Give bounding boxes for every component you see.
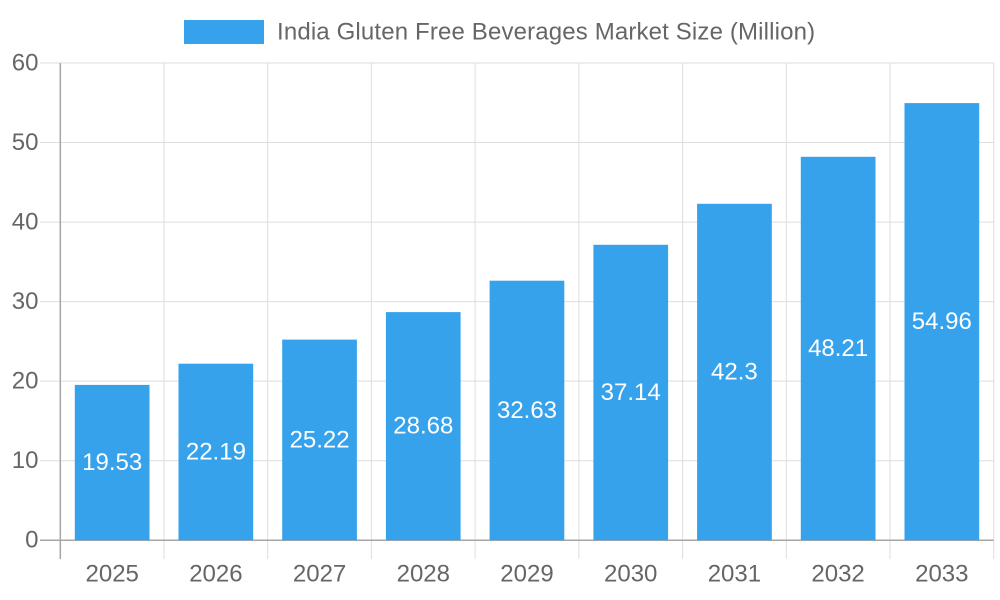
svg-text:10: 10 — [12, 447, 39, 474]
svg-text:20: 20 — [12, 368, 39, 395]
svg-text:2031: 2031 — [708, 561, 761, 588]
svg-text:India Gluten Free Beverages Ma: India Gluten Free Beverages Market Size … — [277, 19, 815, 46]
svg-text:2028: 2028 — [397, 561, 450, 588]
svg-text:2027: 2027 — [293, 561, 346, 588]
svg-text:54.96: 54.96 — [912, 308, 972, 335]
svg-text:2029: 2029 — [500, 561, 553, 588]
svg-text:22.19: 22.19 — [186, 439, 246, 466]
svg-text:60: 60 — [12, 50, 39, 77]
svg-text:32.63: 32.63 — [497, 397, 557, 424]
svg-text:0: 0 — [25, 527, 38, 554]
svg-text:28.68: 28.68 — [393, 413, 453, 440]
svg-text:19.53: 19.53 — [82, 449, 142, 476]
svg-text:37.14: 37.14 — [601, 379, 661, 406]
svg-text:50: 50 — [12, 129, 39, 156]
svg-text:42.3: 42.3 — [711, 359, 758, 386]
svg-text:2033: 2033 — [915, 561, 968, 588]
svg-text:40: 40 — [12, 209, 39, 236]
svg-text:25.22: 25.22 — [290, 426, 350, 453]
svg-text:2025: 2025 — [86, 561, 139, 588]
svg-text:2032: 2032 — [811, 561, 864, 588]
svg-text:30: 30 — [12, 288, 39, 315]
svg-text:2030: 2030 — [604, 561, 657, 588]
svg-text:48.21: 48.21 — [808, 335, 868, 362]
svg-text:2026: 2026 — [189, 561, 242, 588]
